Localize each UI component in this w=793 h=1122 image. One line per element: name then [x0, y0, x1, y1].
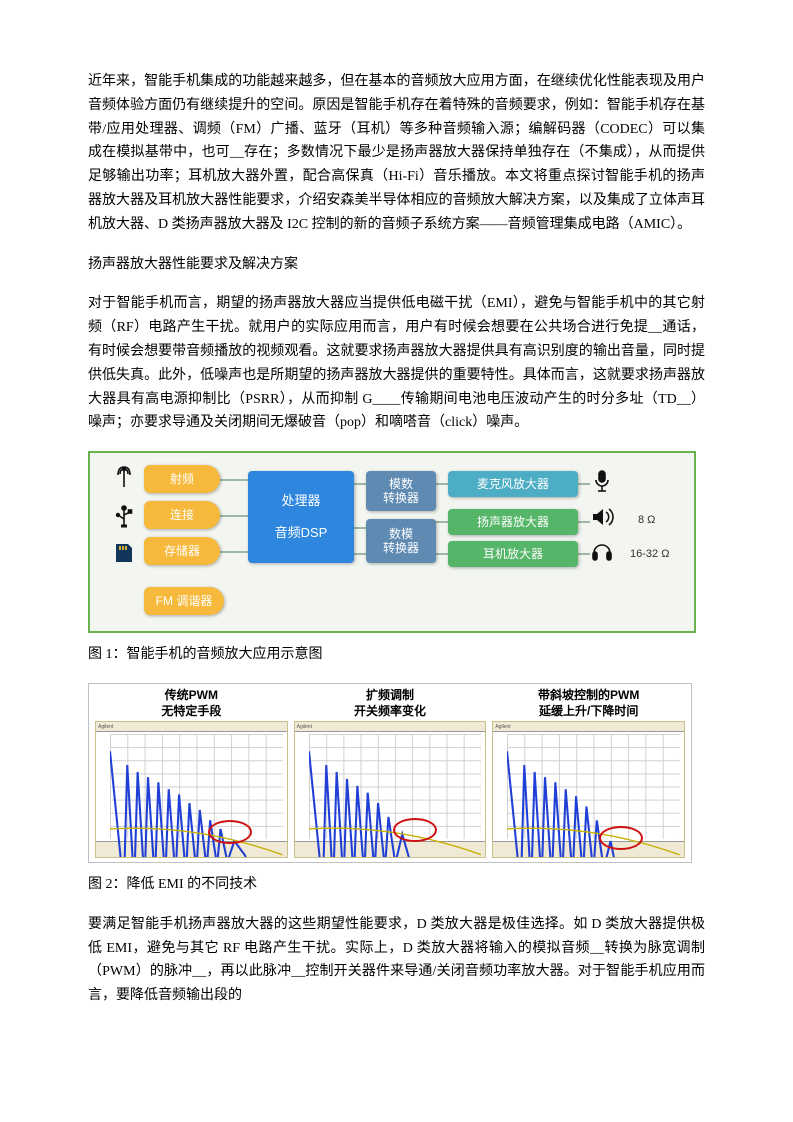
headphone-icon — [590, 539, 614, 569]
antenna-icon — [112, 465, 136, 495]
impedance-label-1: 16-32 Ω — [630, 545, 669, 564]
amp-block-0: 麦克风放大器 — [448, 471, 578, 497]
amp-block-2: 耳机放大器 — [448, 541, 578, 567]
highlight-ring — [393, 818, 437, 842]
figure-1-block-diagram: 射频连接存储器 FM 调谐器处理器音频DSP 模数转换器数模转换器麦克风放大器扬声器… — [88, 451, 696, 633]
spectrum-plot: Agilent — [95, 721, 288, 858]
dac-block: 数模转换器 — [366, 519, 436, 563]
processor-block: 处理器音频DSP — [248, 471, 354, 563]
figure-2-caption: 图 2：降低 EMI 的不同技术 — [88, 873, 705, 897]
left-block-1: 连接 — [144, 501, 220, 529]
left-block-2: 存储器 — [144, 537, 220, 565]
left-block-3: FM 调谐器 — [144, 587, 224, 615]
spectrum-plot: Agilent — [294, 721, 487, 858]
section-heading: 扬声器放大器性能要求及解决方案 — [88, 253, 705, 277]
amp-block-1: 扬声器放大器 — [448, 509, 578, 535]
figure-2-emi-charts: 传统PWM无特定手段Agilent扩频调制开关频率变化Agilent带斜坡控制的… — [88, 683, 692, 863]
highlight-ring — [208, 820, 252, 844]
chart-title: 带斜坡控制的PWM延缓上升/下降时间 — [492, 688, 685, 719]
left-block-0: 射频 — [144, 465, 220, 493]
emi-chart-0: 传统PWM无特定手段Agilent — [95, 688, 288, 858]
intro-paragraph: 近年来，智能手机集成的功能越来越多，但在基本的音频放大应用方面，在继续优化性能表… — [88, 70, 705, 237]
mic-icon — [590, 469, 614, 499]
requirements-para: 对于智能手机而言，期望的扬声器放大器应当提供低电磁干扰（EMI），避免与智能手机… — [88, 292, 705, 435]
figure-1-caption: 图 1：智能手机的音频放大应用示意图 — [88, 643, 705, 667]
emi-chart-1: 扩频调制开关频率变化Agilent — [294, 688, 487, 858]
spectrum-plot: Agilent — [492, 721, 685, 858]
usb-icon — [112, 505, 136, 535]
adc-block: 模数转换器 — [366, 471, 436, 511]
sdcard-icon — [112, 541, 136, 571]
emi-chart-2: 带斜坡控制的PWM延缓上升/下降时间Agilent — [492, 688, 685, 858]
chart-title: 传统PWM无特定手段 — [95, 688, 288, 719]
impedance-label-0: 8 Ω — [638, 511, 655, 530]
conclusion-para: 要满足智能手机扬声器放大器的这些期望性能要求，D 类放大器是极佳选择。如 D 类… — [88, 913, 705, 1008]
chart-title: 扩频调制开关频率变化 — [294, 688, 487, 719]
speaker-icon — [590, 505, 614, 535]
